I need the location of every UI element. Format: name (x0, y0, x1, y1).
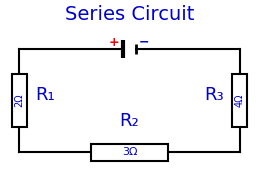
Text: Series Circuit: Series Circuit (65, 5, 194, 23)
FancyBboxPatch shape (233, 74, 247, 127)
Text: R₃: R₃ (205, 86, 224, 104)
Text: R₂: R₂ (120, 112, 139, 130)
Text: 3Ω: 3Ω (122, 147, 137, 157)
Text: 4Ω: 4Ω (235, 94, 244, 107)
Text: R₁: R₁ (35, 86, 55, 104)
FancyBboxPatch shape (91, 144, 168, 161)
Text: 2Ω: 2Ω (15, 94, 24, 107)
Text: +: + (109, 36, 119, 48)
FancyBboxPatch shape (12, 74, 27, 127)
Text: −: − (139, 36, 149, 48)
